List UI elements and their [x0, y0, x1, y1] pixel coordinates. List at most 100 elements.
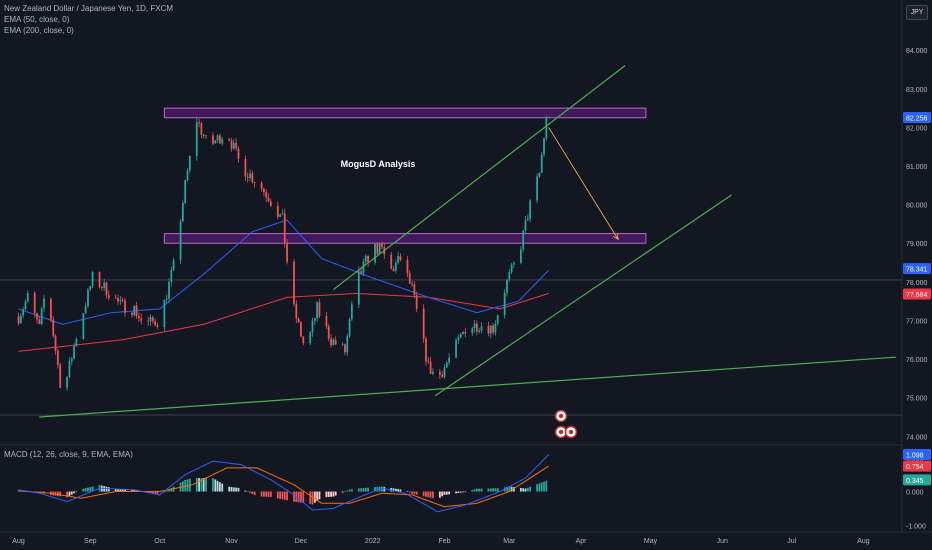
currency-button[interactable]: JPY [906, 5, 928, 20]
macd-histogram-bar [172, 486, 175, 492]
candle-body [464, 332, 467, 334]
macd-histogram-bar [214, 479, 217, 492]
candle-body [344, 344, 346, 353]
candle-body [536, 176, 538, 201]
price-tick-label: 82.000 [906, 125, 928, 132]
macd-histogram-bar [119, 489, 122, 492]
candle-body [147, 320, 150, 322]
candle-body [24, 301, 27, 310]
price-tick-label: 76.000 [906, 357, 928, 364]
candle-body [457, 337, 460, 340]
candle-body [246, 176, 249, 178]
candle-body [411, 283, 413, 285]
macd-histogram-bar [151, 491, 154, 494]
candle-body [200, 123, 203, 135]
ema50-line [18, 219, 550, 325]
macd-histogram-bar [147, 491, 150, 493]
candle-body [56, 350, 59, 365]
candle-body [360, 271, 363, 274]
analysis-annotation: MogusD Analysis [341, 159, 416, 169]
candle-body [522, 230, 525, 250]
macd-histogram-bar [149, 491, 152, 494]
time-tick-label: Jun [717, 538, 728, 545]
candle-body [216, 135, 219, 141]
price-tag-label: 77.684 [906, 292, 928, 299]
candle-body [406, 259, 409, 274]
macd-histogram-bar [459, 491, 462, 493]
candle-body [543, 137, 545, 155]
candle-body [188, 156, 191, 171]
candle-body [269, 201, 272, 206]
macd-histogram-bar [506, 487, 508, 492]
candle-body [184, 180, 187, 203]
candle-body [432, 371, 434, 374]
macd-histogram-bar [170, 488, 173, 492]
macd-histogram-bar [75, 491, 78, 493]
macd-histogram-bar [464, 491, 467, 493]
candle-body [332, 339, 335, 346]
candle-body [75, 338, 78, 346]
candle-body [341, 344, 344, 346]
candle-body [489, 325, 492, 334]
candle-body [462, 332, 464, 335]
macd-histogram-bar [526, 487, 529, 492]
candle-body [364, 255, 367, 262]
macd-tick-label: 0.000 [906, 490, 924, 497]
macd-histogram-bar [455, 491, 457, 494]
macd-histogram-bar [510, 486, 513, 492]
candle-body [286, 242, 288, 262]
candle-body [545, 117, 548, 138]
time-tick-label: Mar [503, 538, 516, 545]
macd-histogram-bar [524, 488, 527, 492]
macd-histogram-bar [313, 491, 316, 503]
macd-histogram-bar [346, 490, 349, 492]
candle-body [68, 361, 71, 377]
candle-body [26, 293, 29, 302]
macd-histogram-bar [529, 486, 532, 492]
time-tick-label: Oct [154, 538, 165, 545]
candle-body [422, 308, 425, 339]
candle-body [133, 305, 136, 315]
candle-body [263, 188, 265, 193]
candle-body [156, 325, 159, 328]
macd-histogram-bar [480, 488, 483, 492]
candle-body [381, 243, 383, 248]
candle-body [87, 289, 89, 307]
macd-histogram-bar [334, 491, 337, 496]
macd-signal-line [18, 465, 549, 508]
price-tick-label: 77.000 [906, 318, 928, 325]
candle-body [52, 319, 55, 336]
candle-body [318, 302, 321, 317]
macd-histogram-bar [443, 491, 446, 495]
macd-histogram-bar [235, 487, 238, 492]
candle-body [219, 135, 221, 144]
macd-histogram-bar [408, 491, 411, 493]
candle-body [503, 292, 506, 316]
candle-body [119, 299, 122, 302]
candle-body [394, 262, 397, 271]
macd-histogram-bar [367, 487, 369, 492]
candle-body [202, 134, 205, 136]
candle-body [59, 364, 62, 388]
candle-body [487, 326, 490, 334]
macd-histogram-bar [228, 486, 231, 492]
candle-body [98, 272, 101, 288]
macd-histogram-bar [344, 491, 346, 493]
price-tag [903, 112, 931, 124]
macd-histogram-bar [425, 491, 427, 497]
candle-body [244, 158, 247, 177]
price-tick-label: 74.000 [906, 434, 928, 441]
candle-body [228, 139, 231, 141]
time-tick-label: Aug [857, 538, 870, 545]
macd-histogram-bar [195, 478, 198, 492]
macd-histogram-bar [283, 491, 286, 500]
candle-body [135, 305, 138, 317]
candle-body [346, 336, 349, 353]
macd-histogram-bar [330, 491, 332, 497]
macd-histogram-bar [269, 491, 272, 498]
price-tick-label: 78.000 [906, 280, 928, 287]
macd-histogram-bar [462, 491, 464, 493]
candle-body [73, 345, 75, 359]
macd-histogram-bar [87, 487, 89, 492]
